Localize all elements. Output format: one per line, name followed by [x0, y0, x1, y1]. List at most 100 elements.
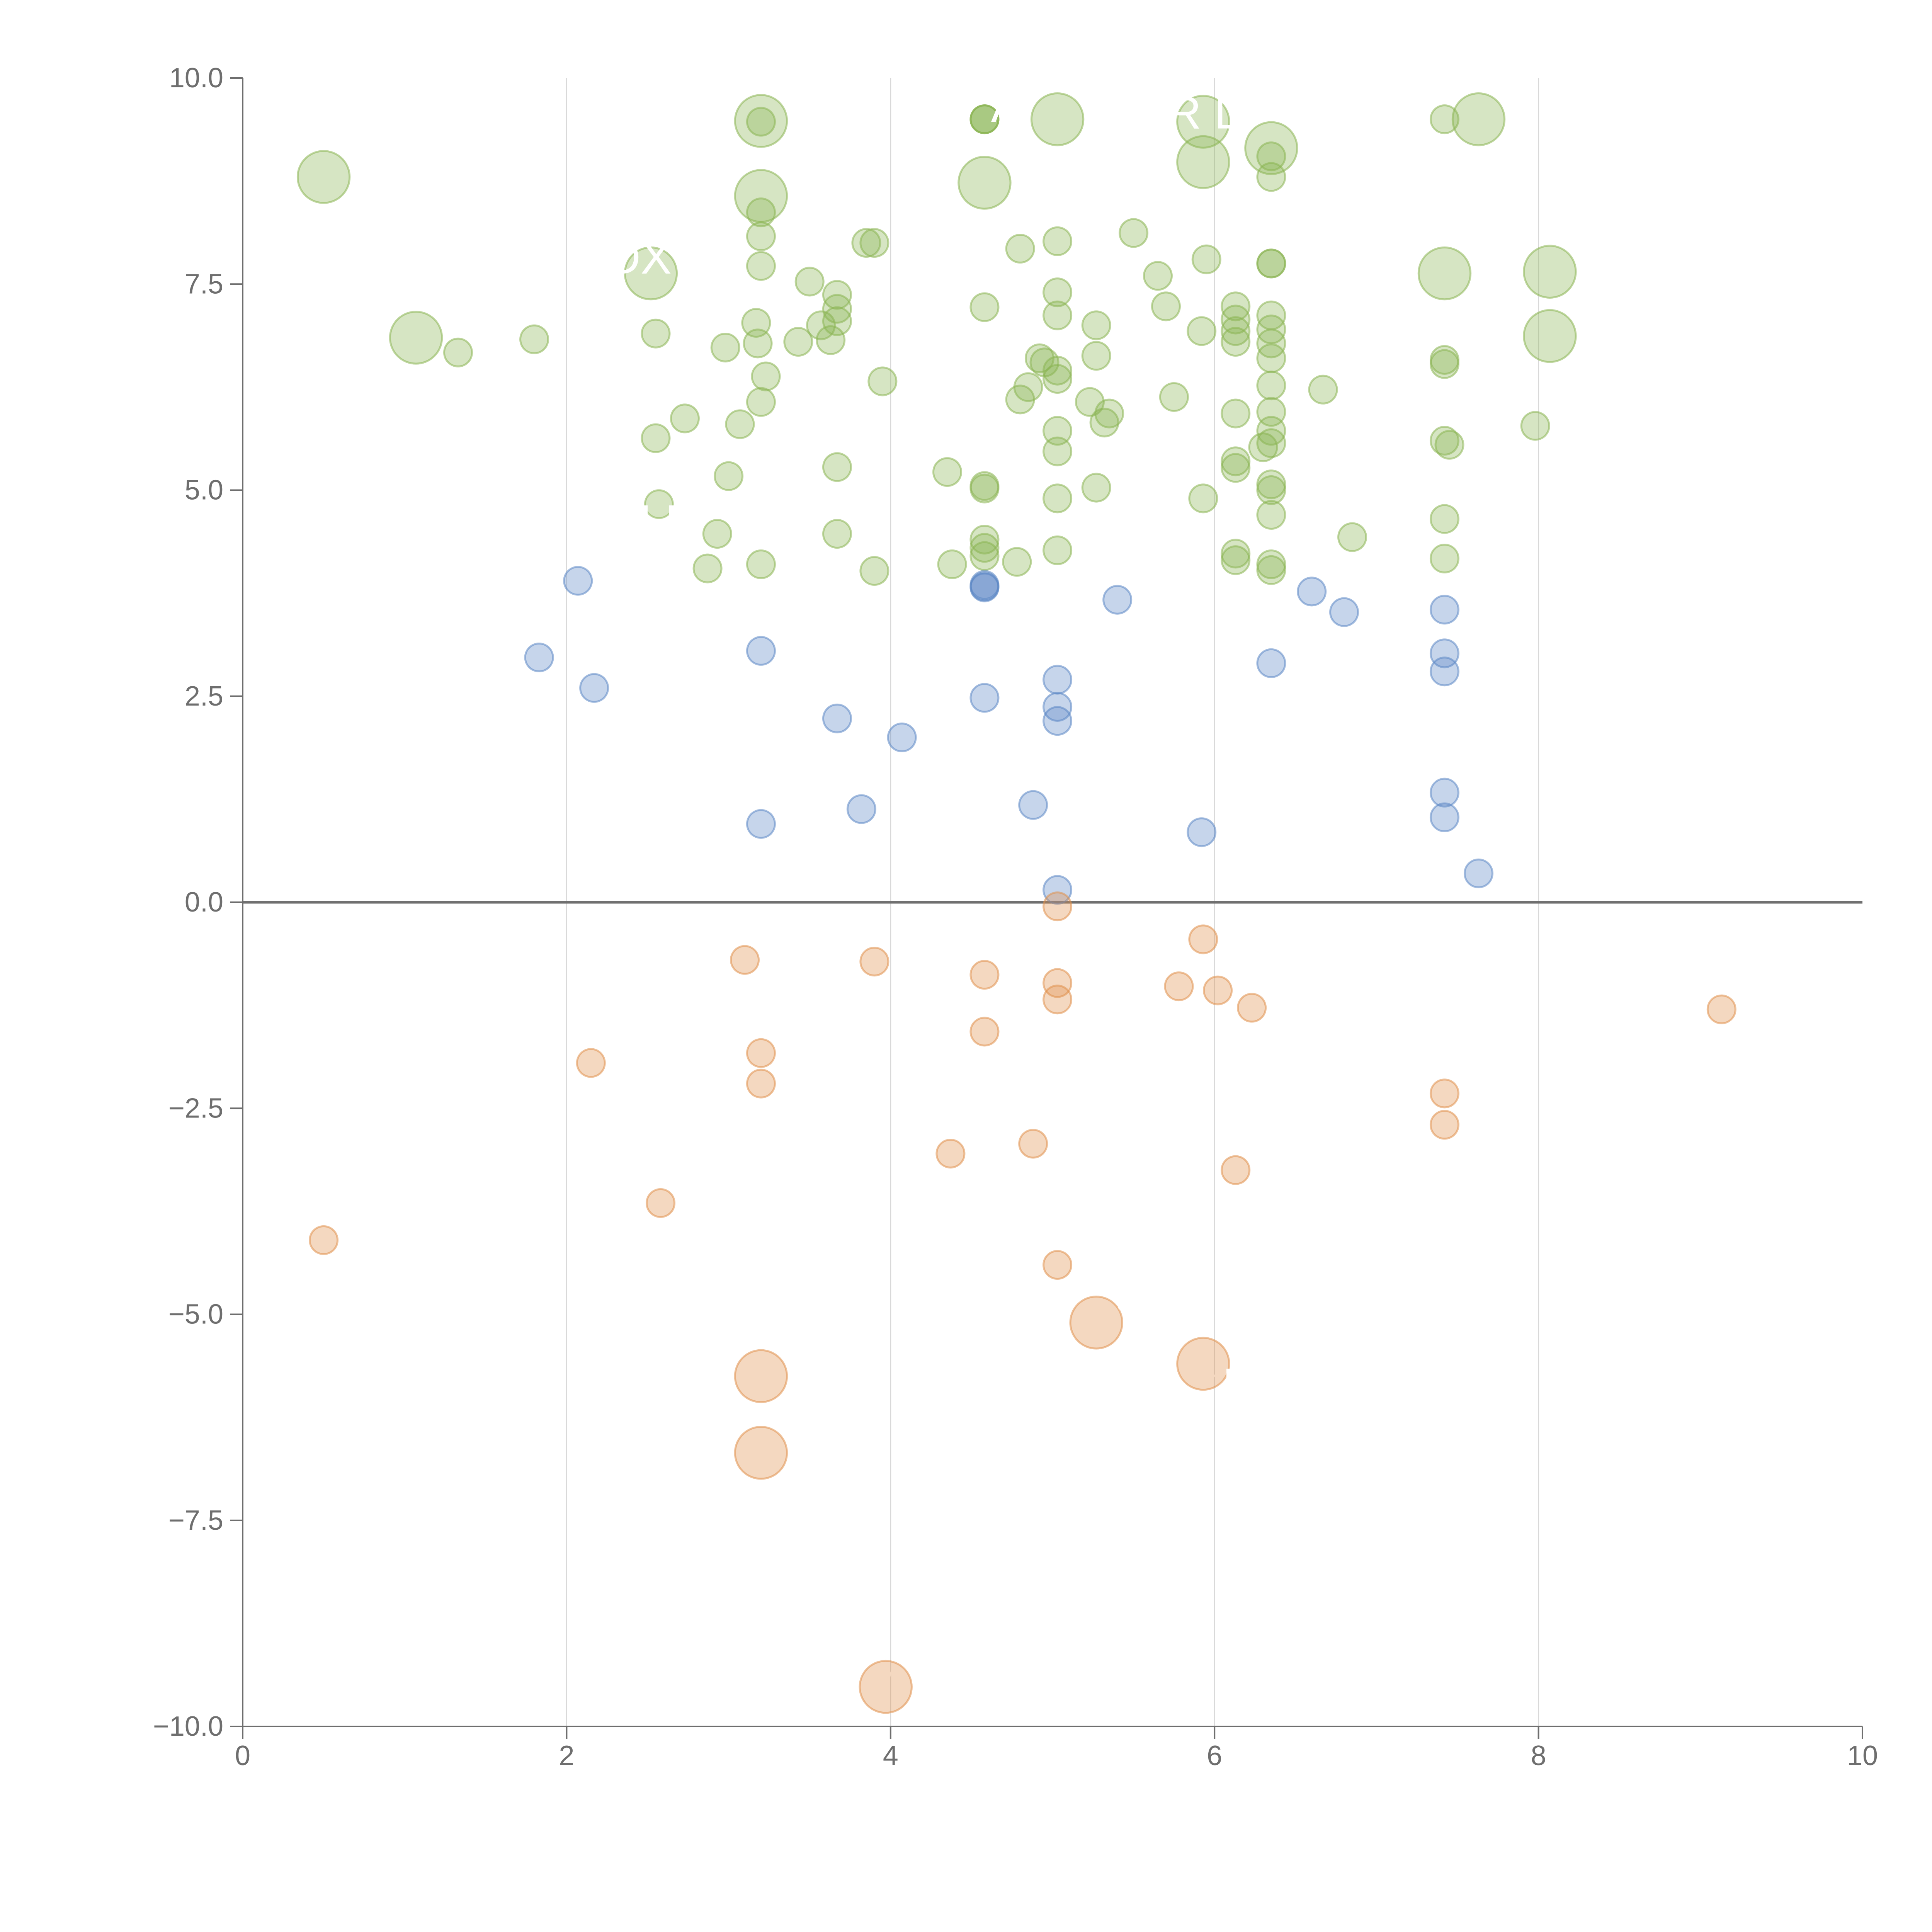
- y-tick-label: −7.5: [168, 1505, 223, 1536]
- data-point: [1221, 453, 1251, 483]
- annotation-label: A: [991, 80, 1022, 132]
- annotation-label: DX: [607, 232, 672, 284]
- data-point: [1706, 994, 1736, 1024]
- data-point: [851, 228, 881, 258]
- data-point: [1043, 436, 1073, 466]
- data-point: [1069, 1296, 1123, 1350]
- data-point: [563, 566, 593, 596]
- data-point: [1018, 790, 1048, 820]
- data-point: [1463, 858, 1493, 888]
- data-point: [1256, 648, 1286, 678]
- data-point: [1221, 316, 1251, 346]
- data-point: [296, 150, 351, 204]
- data-point: [1187, 316, 1217, 346]
- data-point: [1256, 428, 1286, 458]
- data-point: [867, 366, 898, 396]
- x-tick-label: 2: [559, 1740, 574, 1771]
- data-point: [1429, 595, 1459, 625]
- data-point: [969, 960, 1000, 990]
- data-point: [1221, 446, 1251, 476]
- x-tick-label: 0: [235, 1740, 250, 1771]
- annotation-leader-line: [1057, 112, 1094, 120]
- data-point: [816, 325, 846, 355]
- data-point: [969, 104, 1000, 134]
- data-point: [1191, 244, 1221, 274]
- data-point: [859, 556, 889, 586]
- data-point: [1081, 310, 1111, 340]
- data-point: [1143, 261, 1173, 291]
- data-point: [1329, 597, 1359, 627]
- annotation-label: S: [785, 1449, 816, 1501]
- data-point: [1523, 309, 1577, 363]
- data-point: [746, 549, 776, 579]
- data-point: [822, 519, 852, 549]
- data-point: [1203, 975, 1233, 1005]
- data-point: [969, 572, 1000, 602]
- data-point: [746, 809, 776, 839]
- data-point: [692, 553, 723, 583]
- y-tick-label: 2.5: [185, 681, 223, 712]
- data-point: [1256, 162, 1286, 192]
- annotation-label: L: [785, 1313, 811, 1365]
- data-point: [1043, 416, 1073, 446]
- data-point: [1256, 371, 1286, 401]
- annotation-label: A DR D: [1093, 87, 1248, 139]
- x-tick-label: 4: [883, 1740, 898, 1771]
- data-point: [1187, 817, 1217, 847]
- data-point: [822, 452, 852, 482]
- x-tick-label: 8: [1531, 1740, 1546, 1771]
- data-point: [859, 1660, 913, 1714]
- y-tick-label: −5.0: [168, 1299, 223, 1330]
- data-point: [1013, 372, 1043, 402]
- data-point: [519, 324, 549, 354]
- data-point: [751, 361, 781, 391]
- data-point: [641, 423, 671, 453]
- data-point: [1043, 483, 1073, 514]
- data-point: [969, 292, 1000, 322]
- data-point: [746, 197, 776, 228]
- annotation-leader-line: [323, 129, 328, 177]
- data-point: [1429, 504, 1459, 534]
- annotation-leader-line: [639, 520, 713, 535]
- data-point: [1429, 544, 1459, 574]
- data-point: [1043, 891, 1073, 922]
- data-point: [734, 94, 788, 148]
- data-point: [309, 1225, 339, 1255]
- data-point: [576, 1048, 606, 1078]
- point-layer: [296, 92, 1736, 1714]
- data-point: [725, 409, 755, 439]
- data-point: [822, 294, 852, 324]
- annotation-leader-line: [885, 1652, 900, 1687]
- data-point: [714, 461, 744, 491]
- annotation-leader-line: [760, 1452, 786, 1476]
- annotation-label: O: [327, 103, 363, 155]
- data-point: [1520, 411, 1550, 441]
- data-point: [1043, 968, 1073, 998]
- y-tick-label: 10.0: [169, 63, 223, 94]
- data-point: [1297, 577, 1327, 607]
- data-point: [1221, 327, 1251, 357]
- data-point: [746, 251, 776, 281]
- data-point: [957, 156, 1012, 210]
- annotation-leader-line: [984, 105, 992, 120]
- data-point: [743, 328, 773, 359]
- data-point: [1151, 291, 1181, 321]
- data-point: [1043, 226, 1073, 256]
- data-point: [1030, 92, 1085, 146]
- data-point: [1119, 218, 1149, 248]
- data-point: [859, 228, 889, 258]
- data-point: [1308, 374, 1338, 405]
- data-point: [1176, 95, 1230, 149]
- data-point: [710, 332, 740, 362]
- annotation-leader-line: [760, 1338, 786, 1377]
- data-point: [1043, 665, 1073, 695]
- data-point: [859, 947, 889, 977]
- data-point: [1237, 993, 1267, 1023]
- data-point: [1018, 1129, 1048, 1159]
- data-point: [1024, 343, 1054, 373]
- data-point: [1043, 364, 1073, 394]
- data-point: [1221, 1155, 1251, 1185]
- data-point: [641, 318, 671, 349]
- data-point: [1164, 971, 1194, 1002]
